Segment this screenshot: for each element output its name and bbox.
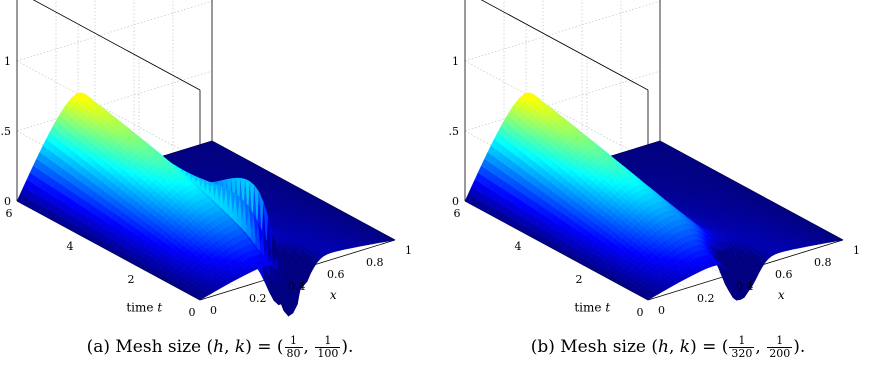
gridline <box>16 0 213 62</box>
caption-suffix: ). <box>341 337 354 357</box>
surface-patch <box>386 237 396 241</box>
fraction-denominator: 100 <box>317 347 339 360</box>
fraction-numerator: 1 <box>284 335 303 348</box>
x-tick-label: 0.4 <box>288 280 306 293</box>
caption-prefix: (b) Mesh size ( <box>530 337 659 357</box>
caption-k: k <box>679 337 691 357</box>
fraction-separator: , <box>303 337 315 357</box>
gridline <box>464 70 661 132</box>
fraction-k: 1 200 <box>767 335 793 360</box>
t-axis-title: time t <box>126 300 162 314</box>
panel-a: 00.511.5642000.20.40.60.81ûStime tx (a) … <box>0 0 440 370</box>
caption-h: h <box>658 337 669 357</box>
caption-eq: ) = ( <box>690 337 729 357</box>
t-tick-label: 0 <box>189 306 196 319</box>
fraction-numerator: 1 <box>315 335 341 348</box>
x-tick-label: 1 <box>853 244 860 257</box>
fraction-separator: , <box>755 337 767 357</box>
caption-k: k <box>234 337 246 357</box>
caption-sep: , <box>668 337 680 357</box>
ticks: 00.511.5642000.20.40.60.81ûStime tx <box>0 55 412 319</box>
fraction-denominator: 80 <box>286 347 301 360</box>
x-tick-label: 0.6 <box>327 268 345 281</box>
ticks: 00.511.5642000.20.40.60.81ûStime tx <box>448 55 860 319</box>
t-axis-title: time t <box>574 300 610 314</box>
t-tick-label: 2 <box>128 273 135 286</box>
fraction-denominator: 200 <box>769 347 791 360</box>
z-tick-label: 0 <box>452 195 459 208</box>
t-tick-label: 2 <box>576 273 583 286</box>
surface-plot-b: 00.511.5642000.20.40.60.81ûStime tx <box>448 0 860 319</box>
fraction-h: 1 80 <box>284 335 303 360</box>
x-tick-label: 0 <box>658 304 665 317</box>
fraction-h: 1 320 <box>729 335 755 360</box>
axis-edge <box>480 0 649 91</box>
gridline <box>33 0 201 91</box>
z-tick-label: 0.5 <box>0 125 11 138</box>
gridline <box>481 0 649 91</box>
z-tick-label: 0.5 <box>448 125 459 138</box>
t-tick-label: 4 <box>515 240 522 253</box>
surface-plot-a: 00.511.5642000.20.40.60.81ûStime tx <box>0 0 412 319</box>
x-axis-title: x <box>330 288 337 302</box>
caption-suffix: ). <box>793 337 806 357</box>
z-tick-label: 1 <box>4 55 11 68</box>
gridline <box>464 0 661 62</box>
x-tick-label: 0.8 <box>366 256 384 269</box>
fraction-denominator: 320 <box>731 347 753 360</box>
t-tick-label: 6 <box>454 207 461 220</box>
x-tick-label: 1 <box>405 244 412 257</box>
caption-h: h <box>213 337 225 357</box>
caption-eq: ) = ( <box>245 337 284 357</box>
fraction-numerator: 1 <box>767 335 793 348</box>
panel-b: 00.511.5642000.20.40.60.81ûStime tx (b) … <box>448 0 888 370</box>
t-axis-variable: t <box>157 300 162 314</box>
axis-edge <box>32 0 201 91</box>
z-tick-label: 0 <box>4 195 11 208</box>
x-axis-title: x <box>778 288 785 302</box>
x-tick-label: 0.4 <box>736 280 754 293</box>
caption-prefix: (a) Mesh size ( <box>86 337 214 357</box>
z-tick-label: 1 <box>452 55 459 68</box>
x-tick-label: 0.2 <box>697 292 715 305</box>
x-tick-label: 0 <box>210 304 217 317</box>
surface-patch <box>834 237 844 241</box>
caption-b: (b) Mesh size (h, k) = (1 320, 1 200). <box>448 335 888 360</box>
caption-sep: , <box>224 337 235 357</box>
x-tick-label: 0.6 <box>775 268 793 281</box>
fraction-k: 1 100 <box>315 335 341 360</box>
caption-a: (a) Mesh size (h, k) = (1 80, 1 100). <box>0 335 440 360</box>
surface <box>16 92 396 317</box>
x-tick-label: 0.2 <box>249 292 267 305</box>
fraction-numerator: 1 <box>729 335 755 348</box>
surface <box>464 92 844 301</box>
t-axis-variable: t <box>605 300 610 314</box>
t-tick-label: 6 <box>6 207 13 220</box>
t-tick-label: 4 <box>67 240 74 253</box>
t-tick-label: 0 <box>637 306 644 319</box>
gridline <box>16 70 213 132</box>
x-tick-label: 0.8 <box>814 256 832 269</box>
